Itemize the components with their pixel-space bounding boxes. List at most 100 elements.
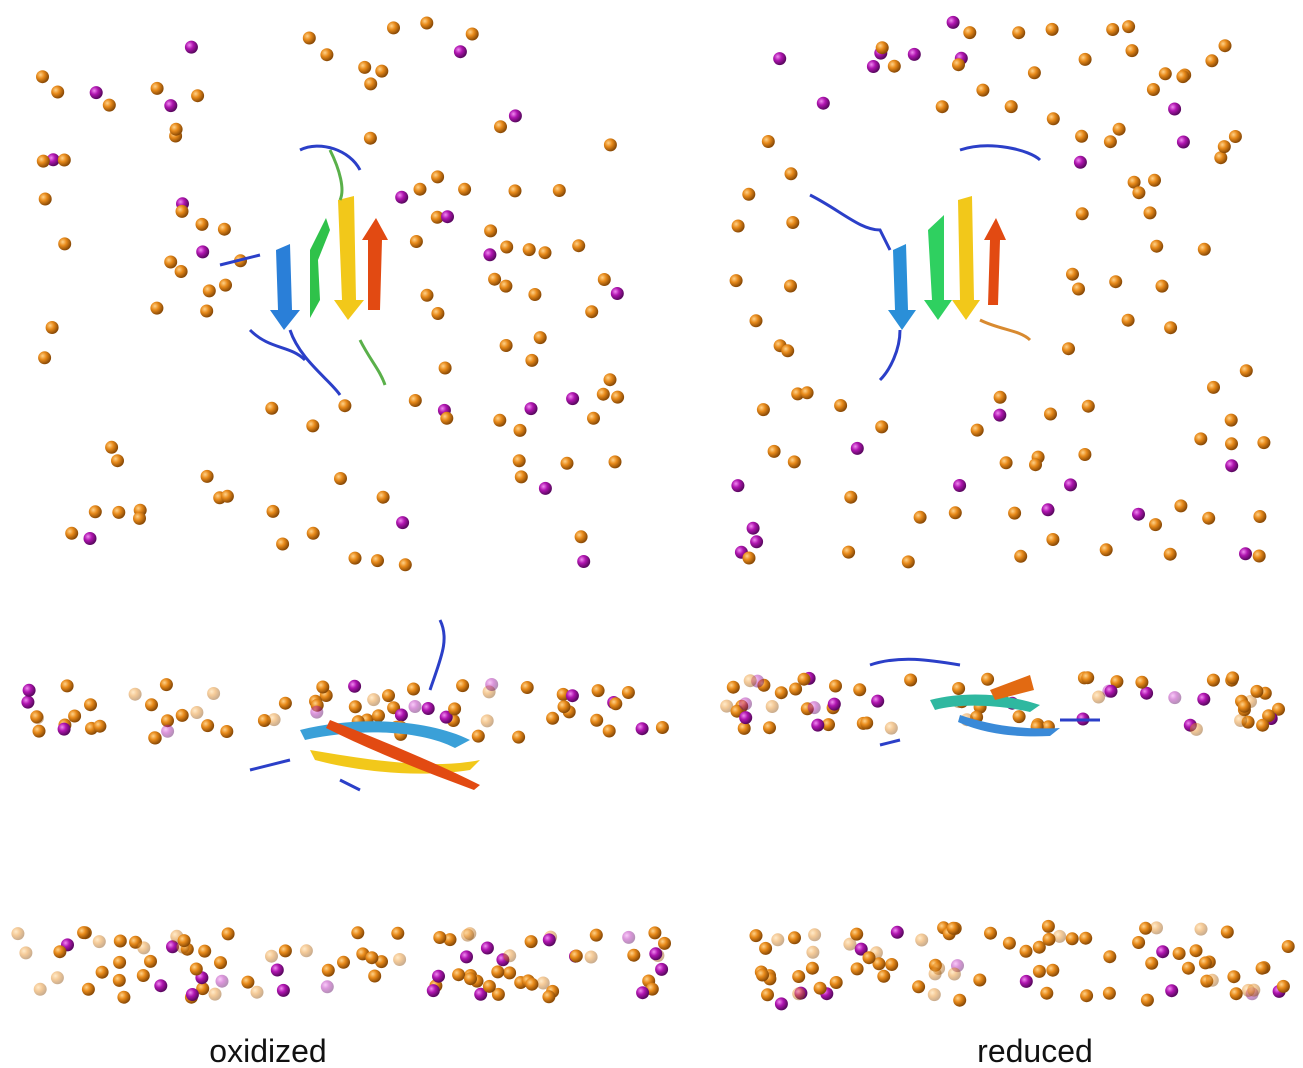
sodium-ion bbox=[219, 279, 232, 292]
chloride-ion bbox=[539, 482, 552, 495]
sodium-ion bbox=[1225, 437, 1238, 450]
sodium-ion bbox=[488, 273, 501, 286]
sodium-ion bbox=[196, 218, 209, 231]
chloride-ion bbox=[817, 97, 830, 110]
sodium-ion bbox=[178, 934, 191, 947]
sodium-ion bbox=[830, 976, 843, 989]
sodium-ion bbox=[1062, 342, 1075, 355]
sodium-ion bbox=[431, 307, 444, 320]
sodium-ion bbox=[420, 17, 433, 30]
chloride-ion bbox=[851, 442, 864, 455]
sodium-ion bbox=[877, 970, 890, 983]
sodium-ion bbox=[1122, 20, 1135, 33]
sodium-ion bbox=[928, 988, 941, 1001]
sodium-ion bbox=[1122, 314, 1135, 327]
sodium-ion bbox=[303, 32, 316, 45]
sodium-ion bbox=[1075, 130, 1088, 143]
sodium-ion bbox=[766, 700, 779, 713]
sodium-ion bbox=[775, 686, 788, 699]
sodium-ion bbox=[603, 725, 616, 738]
sodium-ion bbox=[888, 60, 901, 73]
sodium-ion bbox=[11, 927, 24, 940]
sodium-ion bbox=[38, 351, 51, 364]
sodium-ion bbox=[84, 698, 97, 711]
sodium-ion bbox=[1135, 676, 1148, 689]
sodium-ion bbox=[144, 955, 157, 968]
chloride-ion bbox=[1156, 945, 1169, 958]
sodium-ion bbox=[512, 731, 525, 744]
sodium-ion bbox=[1176, 70, 1189, 83]
sodium-ion bbox=[1078, 448, 1091, 461]
sodium-ion bbox=[528, 288, 541, 301]
sodium-ion bbox=[658, 937, 671, 950]
chloride-ion bbox=[427, 984, 440, 997]
sodium-ion bbox=[160, 678, 173, 691]
sodium-ion bbox=[875, 420, 888, 433]
sodium-ion bbox=[338, 399, 351, 412]
sodium-ion bbox=[364, 77, 377, 90]
sodium-ion bbox=[190, 963, 203, 976]
sodium-ion bbox=[133, 512, 146, 525]
sodium-ion bbox=[483, 980, 496, 993]
sodium-ion bbox=[513, 454, 526, 467]
sodium-ion bbox=[936, 100, 949, 113]
sodium-ion bbox=[514, 424, 527, 437]
sodium-ion bbox=[949, 506, 962, 519]
sodium-ion bbox=[46, 321, 59, 334]
sodium-ion bbox=[1005, 100, 1018, 113]
chloride-ion bbox=[636, 722, 649, 735]
sodium-ion bbox=[1214, 151, 1227, 164]
sodium-ion bbox=[1156, 280, 1169, 293]
sodium-ion bbox=[493, 414, 506, 427]
sodium-ion bbox=[484, 224, 497, 237]
sodium-ion bbox=[458, 183, 471, 196]
chloride-ion bbox=[154, 979, 167, 992]
chloride-ion bbox=[395, 191, 408, 204]
sodium-ion bbox=[1195, 923, 1208, 936]
sodium-ion bbox=[105, 441, 118, 454]
sodium-ion bbox=[65, 527, 78, 540]
sodium-ion bbox=[509, 184, 522, 197]
sodium-ion bbox=[466, 28, 479, 41]
chloride-ion bbox=[90, 86, 103, 99]
chloride-ion bbox=[636, 986, 649, 999]
chloride-ion bbox=[409, 700, 422, 713]
sodium-ion bbox=[850, 928, 863, 941]
chloride-ion bbox=[867, 60, 880, 73]
sodium-ion bbox=[585, 951, 598, 964]
sodium-ion bbox=[792, 987, 805, 1000]
beta-strand bbox=[952, 196, 980, 320]
sodium-ion bbox=[1028, 66, 1041, 79]
sodium-ion bbox=[1029, 458, 1042, 471]
sodium-ion bbox=[534, 331, 547, 344]
sodium-ion bbox=[542, 990, 555, 1003]
sodium-ion bbox=[1080, 989, 1093, 1002]
sodium-ion bbox=[279, 944, 292, 957]
sodium-ion bbox=[844, 491, 857, 504]
sodium-ion bbox=[808, 928, 821, 941]
sodium-ion bbox=[391, 927, 404, 940]
sodium-ion bbox=[784, 280, 797, 293]
chloride-ion bbox=[953, 479, 966, 492]
sodium-ion bbox=[358, 61, 371, 74]
sodium-ion bbox=[973, 974, 986, 987]
sodium-ion bbox=[598, 273, 611, 286]
sodium-ion bbox=[1159, 67, 1172, 80]
sodium-ion bbox=[558, 700, 571, 713]
sodium-ion bbox=[393, 953, 406, 966]
sodium-ion bbox=[788, 931, 801, 944]
sodium-ion bbox=[1106, 23, 1119, 36]
sodium-ion bbox=[1148, 174, 1161, 187]
sodium-ion bbox=[93, 935, 106, 948]
sodium-ion bbox=[176, 205, 189, 218]
sodium-ion bbox=[1100, 543, 1113, 556]
sodium-ion bbox=[914, 511, 927, 524]
sodium-ion bbox=[500, 241, 513, 254]
sodium-ion bbox=[627, 949, 640, 962]
sodium-ion bbox=[656, 721, 669, 734]
beta-strand bbox=[924, 215, 952, 320]
beta-strand bbox=[984, 218, 1006, 305]
sodium-ion bbox=[209, 988, 222, 1001]
sodium-ion bbox=[89, 505, 102, 518]
chloride-ion bbox=[750, 535, 763, 548]
